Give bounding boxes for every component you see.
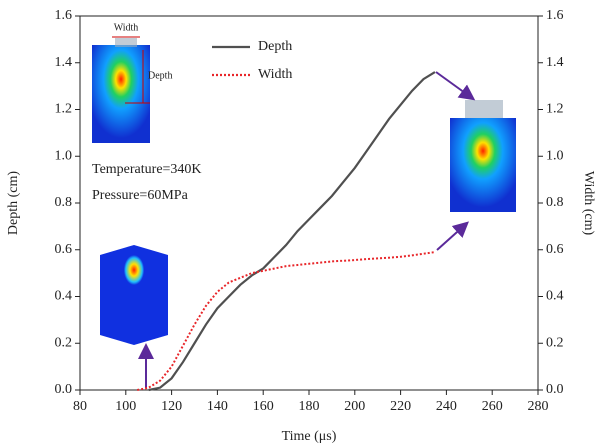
y2-tick-label: 1.0 bbox=[546, 148, 564, 163]
y-tick-label: 1.6 bbox=[55, 8, 73, 23]
x-tick-label: 120 bbox=[161, 399, 182, 414]
inset-top-left bbox=[92, 36, 150, 143]
arrow bbox=[435, 71, 476, 101]
y-tick-label: 1.2 bbox=[55, 102, 73, 117]
annotation: Depth bbox=[148, 70, 172, 81]
annotation: Width bbox=[114, 22, 139, 33]
y2-tick-label: 1.4 bbox=[546, 55, 564, 70]
legend-label: Width bbox=[258, 67, 292, 82]
series-line bbox=[148, 71, 436, 392]
y-tick-label: 0.4 bbox=[55, 289, 73, 304]
x-axis-label: Time (μs) bbox=[282, 429, 337, 444]
annotation: Pressure=60MPa bbox=[92, 188, 189, 203]
y-tick-label: 0.2 bbox=[55, 335, 73, 350]
y-tick-label: 0.8 bbox=[55, 195, 73, 210]
x-tick-label: 140 bbox=[207, 399, 228, 414]
x-tick-label: 260 bbox=[482, 399, 503, 414]
y-tick-label: 0.0 bbox=[55, 382, 73, 397]
x-tick-label: 160 bbox=[253, 399, 274, 414]
x-tick-label: 80 bbox=[73, 399, 87, 414]
inset-mid-left bbox=[100, 245, 168, 345]
series-line bbox=[137, 251, 436, 391]
y2-tick-label: 0.0 bbox=[546, 382, 564, 397]
x-tick-label: 100 bbox=[115, 399, 136, 414]
y-tick-label: 1.0 bbox=[55, 148, 73, 163]
y2-tick-label: 1.6 bbox=[546, 8, 564, 23]
annotation: Temperature=340K bbox=[92, 162, 202, 177]
x-tick-label: 240 bbox=[436, 399, 457, 414]
y2-axis-label: Width (cm) bbox=[581, 171, 596, 236]
y2-tick-label: 0.2 bbox=[546, 335, 564, 350]
x-tick-label: 200 bbox=[344, 399, 365, 414]
y-tick-label: 0.6 bbox=[55, 242, 73, 257]
x-tick-label: 180 bbox=[299, 399, 320, 414]
inset-right bbox=[450, 100, 516, 212]
y-tick-label: 1.4 bbox=[55, 55, 73, 70]
arrow bbox=[436, 221, 469, 251]
y-axis-label: Depth (cm) bbox=[6, 171, 21, 235]
y2-tick-label: 1.2 bbox=[546, 102, 564, 117]
x-tick-label: 280 bbox=[528, 399, 549, 414]
legend-label: Depth bbox=[258, 39, 292, 54]
x-tick-label: 220 bbox=[390, 399, 411, 414]
y2-tick-label: 0.4 bbox=[546, 289, 564, 304]
y2-tick-label: 0.6 bbox=[546, 242, 564, 257]
y2-tick-label: 0.8 bbox=[546, 195, 564, 210]
